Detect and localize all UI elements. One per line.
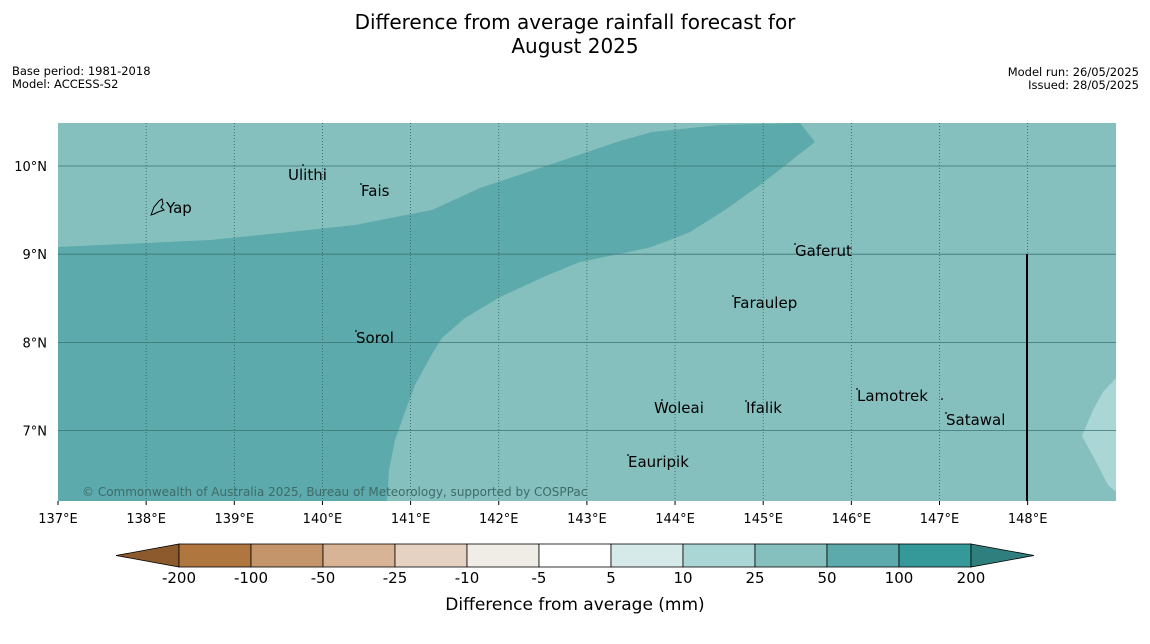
colorbar-segment — [394, 543, 468, 568]
place-label: Gaferut — [795, 242, 852, 260]
colorbar-tick-label: 100 — [885, 569, 914, 587]
colorbar-segment — [682, 543, 756, 568]
place-label: Eauripik — [628, 453, 689, 471]
island-marker — [627, 454, 629, 456]
region-10-25 — [1082, 378, 1116, 492]
colorbar-tick-label: -50 — [311, 569, 336, 587]
latitude-tick-labels: 10°N 9°N 8°N 7°N — [14, 160, 47, 440]
map-area — [58, 123, 1116, 501]
base-period: Base period: 1981-2018 — [12, 64, 151, 78]
place-label: Satawal — [946, 411, 1005, 429]
colorbar-segment — [826, 543, 900, 568]
colorbar-arrow-left — [115, 543, 180, 568]
longitude-tick-labels: 137°E 138°E 139°E 140°E 141°E 142°E 143°E 144°E… — [38, 501, 1047, 527]
colorbar-tick-label: -200 — [162, 569, 196, 587]
place-label: Sorol — [356, 329, 394, 347]
island-marker — [661, 399, 663, 401]
lat-tick-label: 8°N — [23, 336, 48, 351]
colorbar-segment — [610, 543, 684, 568]
map-title: Difference from average rainfall forecas… — [0, 10, 1150, 58]
lon-tick-label: 145°E — [743, 512, 783, 527]
colorbar-segment — [178, 543, 252, 568]
island-marker — [941, 398, 943, 400]
island-marker — [355, 330, 357, 332]
colorbar-segment — [466, 543, 540, 568]
lon-tick-label: 139°E — [215, 512, 255, 527]
colorbar-tick-label: -5 — [532, 569, 547, 587]
graticule — [58, 123, 1116, 501]
colorbar-segment — [322, 543, 396, 568]
colorbar-legend: -200 -100 -50 -25 -10 -5 5 10 25 50 100 200 — [115, 543, 1035, 587]
lon-tick-label: 143°E — [567, 512, 607, 527]
lon-tick-label: 148°E — [1008, 512, 1048, 527]
lon-tick-label: 137°E — [38, 512, 78, 527]
place-label: Lamotrek — [857, 387, 928, 405]
lat-tick-label: 9°N — [23, 248, 48, 263]
issued-date: Issued: 28/05/2025 — [1028, 78, 1139, 92]
legend-title: Difference from average (mm) — [445, 595, 704, 615]
island-marker — [945, 412, 947, 414]
colorbar-tick-label: -10 — [455, 569, 480, 587]
colorbar-segment — [250, 543, 324, 568]
region-50-100 — [58, 123, 815, 501]
island-marker — [794, 243, 796, 245]
island-marker — [302, 164, 304, 166]
island-marker — [732, 295, 734, 297]
colorbar-arrow-right — [970, 543, 1035, 568]
place-label: Yap — [165, 199, 192, 217]
island-marker — [856, 388, 858, 390]
colorbar-tick-label: 10 — [673, 569, 692, 587]
lon-tick-label: 146°E — [832, 512, 872, 527]
title-line-2: August 2025 — [511, 34, 639, 58]
colorbar-tick-label: 50 — [817, 569, 836, 587]
lon-tick-label: 144°E — [655, 512, 695, 527]
island-marker — [745, 400, 747, 402]
model-run: Model run: 26/05/2025 — [1007, 65, 1139, 79]
lon-tick-label: 147°E — [920, 512, 960, 527]
place-label: Ulithi — [288, 166, 327, 184]
place-label: Faraulep — [733, 294, 797, 312]
colorbar-tick-label: 200 — [957, 569, 986, 587]
lon-tick-label: 141°E — [391, 512, 431, 527]
lon-tick-label: 142°E — [479, 512, 519, 527]
model-name: Model: ACCESS-S2 — [12, 77, 119, 91]
meta-right: Model run: 26/05/2025 Issued: 28/05/2025 — [1008, 66, 1139, 92]
place-label: Woleai — [654, 399, 704, 417]
colorbar-segment — [538, 543, 612, 568]
lon-tick-label: 140°E — [303, 512, 343, 527]
island-marker — [360, 183, 362, 185]
colorbar-tick-label: -25 — [383, 569, 408, 587]
colorbar-tick-label: 25 — [745, 569, 764, 587]
place-labels: Yap Ulithi Fais Gaferut Faraulep Sorol Lamotre… — [165, 164, 1005, 471]
place-label: Ifalik — [746, 399, 782, 417]
colorbar-tick-label: -100 — [234, 569, 268, 587]
place-label: Fais — [361, 182, 390, 200]
colorbar-tick-label: 5 — [606, 569, 616, 587]
colorbar-segment — [754, 543, 828, 568]
lat-tick-label: 7°N — [23, 425, 48, 440]
copyright-notice: © Commonwealth of Australia 2025, Bureau… — [82, 485, 587, 499]
meta-left: Base period: 1981-2018 Model: ACCESS-S2 — [12, 65, 151, 91]
lon-tick-label: 138°E — [126, 512, 166, 527]
colorbar-segment — [898, 543, 972, 568]
lat-tick-label: 10°N — [14, 160, 47, 175]
title-line-1: Difference from average rainfall forecas… — [354, 10, 796, 34]
yap-island-outline — [150, 198, 165, 216]
